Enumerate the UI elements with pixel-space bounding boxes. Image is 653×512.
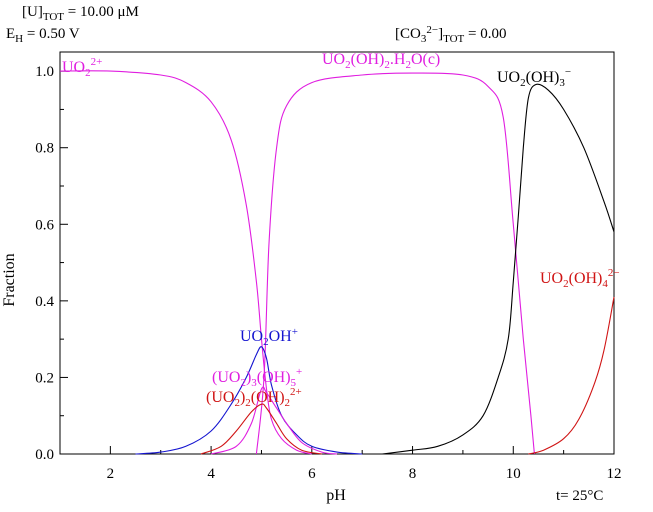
- header-u-tot: [U]TOT = 10.00 μM: [22, 4, 139, 23]
- y-tick-label: 0.4: [35, 294, 54, 310]
- plot-frame: [59, 51, 615, 455]
- temperature-label: t= 25°C: [556, 488, 603, 504]
- x-tick-label: 4: [207, 466, 215, 482]
- series-layer: [59, 70, 615, 455]
- series-label-uo2-2plus: UO22+: [62, 56, 102, 79]
- x-tick-label: 10: [506, 466, 521, 482]
- x-tick-label: 6: [308, 466, 316, 482]
- series-line-5: [210, 386, 338, 455]
- series-line-6: [200, 403, 322, 455]
- x-tick-label: 2: [107, 466, 115, 482]
- series-line-1: [255, 72, 535, 455]
- y-axis: 0.0 0.2 0.4 0.6 0.8 1.0: [35, 64, 68, 463]
- y-tick-label: 0.0: [35, 447, 54, 463]
- series-label-uo2oh4-2minus: UO2(OH)42−: [540, 267, 620, 290]
- series-line-4: [135, 346, 363, 455]
- series-label-uo2oh-plus: UO2OH+: [240, 326, 298, 348]
- y-tick-label: 0.2: [35, 370, 54, 386]
- x-axis: 2 4 6 8 10 12: [59, 446, 622, 482]
- header-eh: EH = 0.50 V: [6, 26, 80, 45]
- series-label-uo23oh5-plus: (UO2)3(OH)5+: [212, 366, 302, 389]
- series-label-uo2oh2-h2o-c: UO2(OH)2.H2O(c): [322, 51, 440, 71]
- x-axis-label: pH: [326, 487, 346, 504]
- y-tick-label: 1.0: [35, 64, 54, 80]
- y-axis-label: Fraction: [1, 253, 18, 306]
- x-tick-label: 8: [409, 466, 417, 482]
- header-co3-tot: [CO32−]TOT = 0.00: [395, 24, 506, 45]
- series-line-2: [382, 83, 615, 455]
- series-label-uo22oh2-2plus: (UO2)2(OH)22+: [206, 386, 302, 409]
- series-label-uo2oh3-minus: UO2(OH)3−: [497, 66, 571, 89]
- y-tick-label: 0.6: [35, 217, 54, 233]
- x-tick-label: 12: [607, 466, 622, 482]
- series-line-3: [528, 296, 615, 455]
- series-line-0: [59, 70, 312, 455]
- y-tick-label: 0.8: [35, 141, 54, 157]
